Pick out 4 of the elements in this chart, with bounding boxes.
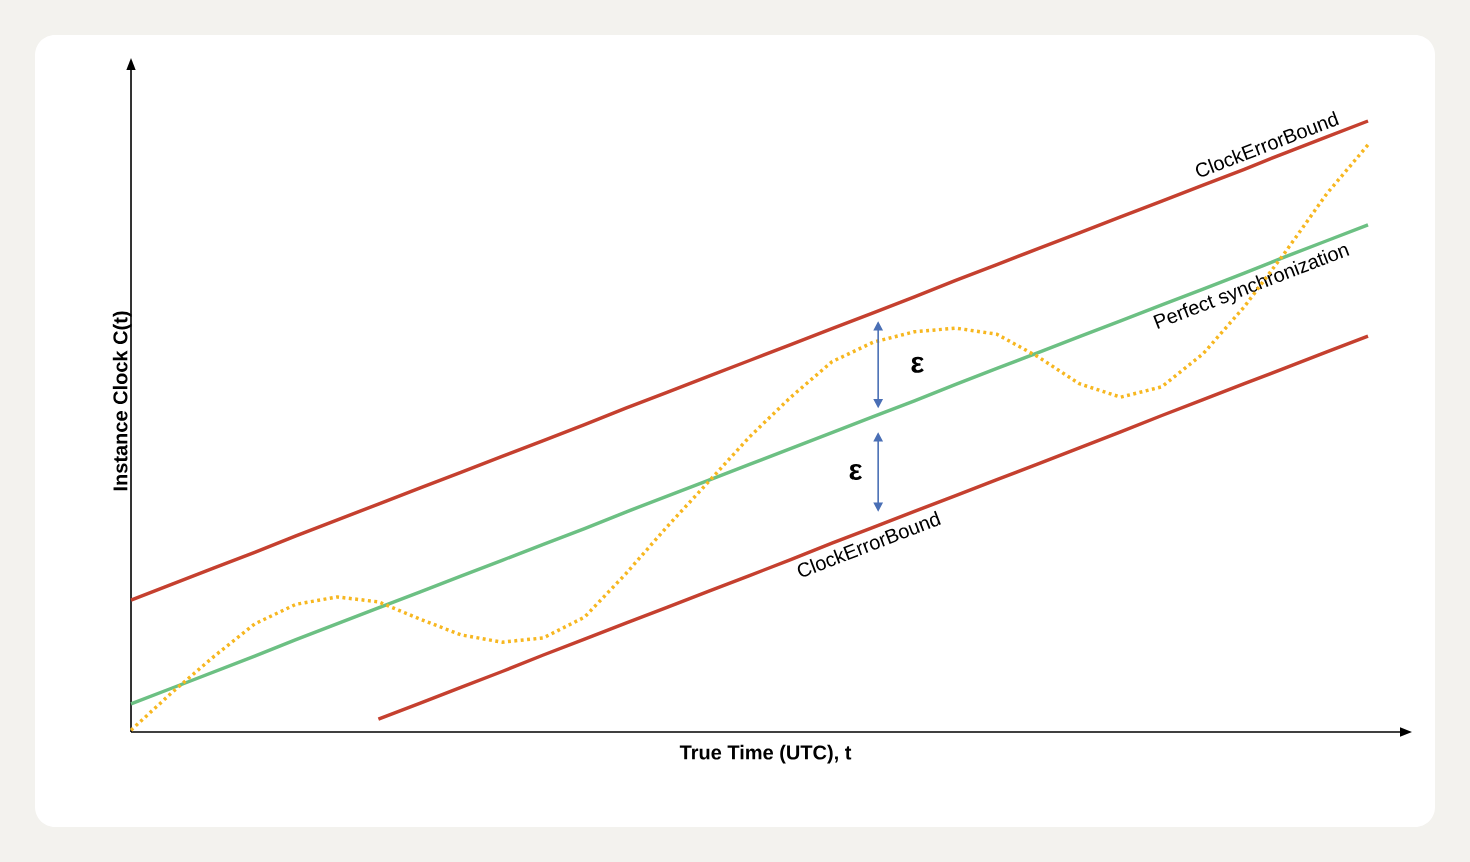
x-axis-title: True Time (UTC), t (679, 744, 852, 764)
annotation: ε (911, 356, 924, 373)
y-axis-title: Instance Clock C(t) (112, 311, 132, 491)
annotation: ε (849, 463, 862, 481)
